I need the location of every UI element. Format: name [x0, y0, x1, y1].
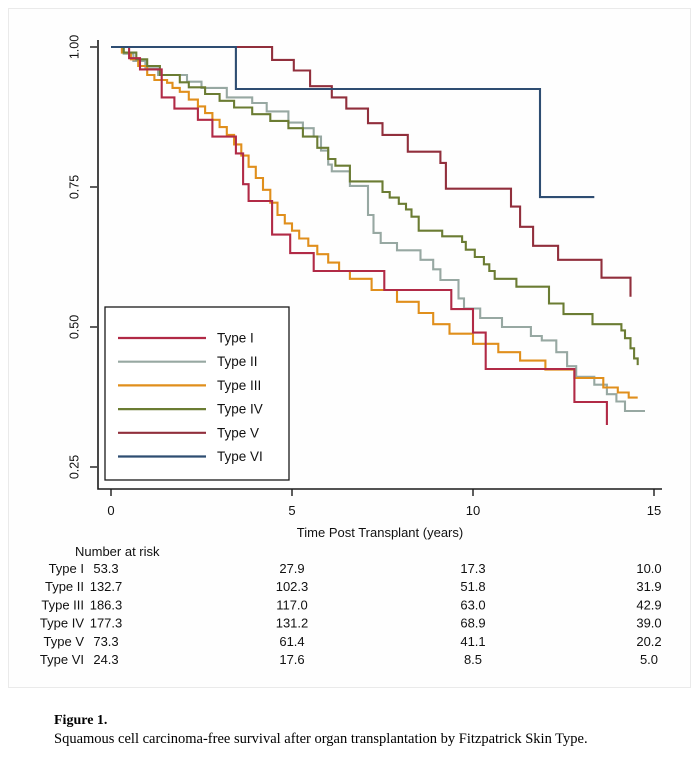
risk-value: 63.0 [460, 597, 485, 612]
x-tick-label: 15 [647, 503, 661, 518]
risk-value: 131.2 [276, 616, 309, 631]
series-line-type-vi [111, 45, 595, 199]
risk-value: 132.7 [90, 579, 123, 594]
figure-caption-text: Squamous cell carcinoma-free survival af… [54, 731, 588, 748]
risk-value: 61.4 [279, 634, 304, 649]
risk-value: 41.1 [460, 634, 485, 649]
series-line-type-v [111, 45, 632, 297]
legend-label-type-ii: Type II [217, 354, 258, 369]
km-survival-chart: 0.25 0.50 0.75 1.00 0 5 10 15 Time Post Transpla… [40, 35, 662, 667]
risk-row-label-type-vi: Type VI [40, 652, 84, 667]
risk-value: 24.3 [93, 652, 118, 667]
risk-value: 20.2 [636, 634, 661, 649]
legend-label-type-i: Type I [217, 331, 254, 346]
y-tick-label: 0.50 [67, 315, 81, 339]
legend-label-type-vi: Type VI [217, 449, 263, 464]
legend-label-type-v: Type V [217, 425, 259, 440]
risk-value: 186.3 [90, 597, 123, 612]
risk-value: 39.0 [636, 616, 661, 631]
risk-row-label-type-ii: Type II [45, 579, 84, 594]
risk-value: 31.9 [636, 579, 661, 594]
figure-caption: Figure 1. Squamous cell carcinoma-free s… [54, 712, 654, 750]
risk-value: 51.8 [460, 579, 485, 594]
risk-value: 53.3 [93, 561, 118, 576]
x-tick-label: 0 [107, 503, 114, 518]
y-tick-label: 0.25 [67, 455, 81, 479]
series-line-type-i [111, 45, 608, 425]
risk-value: 177.3 [90, 616, 123, 631]
risk-value: 17.6 [279, 652, 304, 667]
figure-caption-label: Figure 1. [54, 713, 108, 728]
risk-row-label-type-iii: Type III [41, 597, 84, 612]
x-tick-label: 5 [288, 503, 295, 518]
risk-value: 5.0 [640, 652, 658, 667]
risk-value: 102.3 [276, 579, 309, 594]
x-axis-title: Time Post Transplant (years) [297, 525, 463, 540]
x-tick-label: 10 [466, 503, 480, 518]
legend-label-type-iv: Type IV [217, 402, 263, 417]
risk-value: 42.9 [636, 597, 661, 612]
risk-value: 73.3 [93, 634, 118, 649]
risk-value: 10.0 [636, 561, 661, 576]
risk-row-label-type-i: Type I [49, 561, 84, 576]
axis-lines [97, 40, 662, 490]
risk-value: 8.5 [464, 652, 482, 667]
risk-table-title: Number at risk [75, 544, 160, 559]
legend-box [104, 306, 290, 481]
risk-row-label-type-iv: Type IV [40, 616, 84, 631]
y-tick-label: 0.75 [67, 175, 81, 199]
y-tick-label: 1.00 [67, 35, 81, 59]
risk-value: 68.9 [460, 616, 485, 631]
series-line-type-iv [111, 45, 639, 366]
risk-value: 27.9 [279, 561, 304, 576]
series-line-type-iii [111, 45, 638, 399]
risk-value: 17.3 [460, 561, 485, 576]
risk-value: 117.0 [276, 597, 308, 612]
legend-label-type-iii: Type III [217, 378, 261, 393]
risk-row-label-type-v: Type V [44, 634, 85, 649]
